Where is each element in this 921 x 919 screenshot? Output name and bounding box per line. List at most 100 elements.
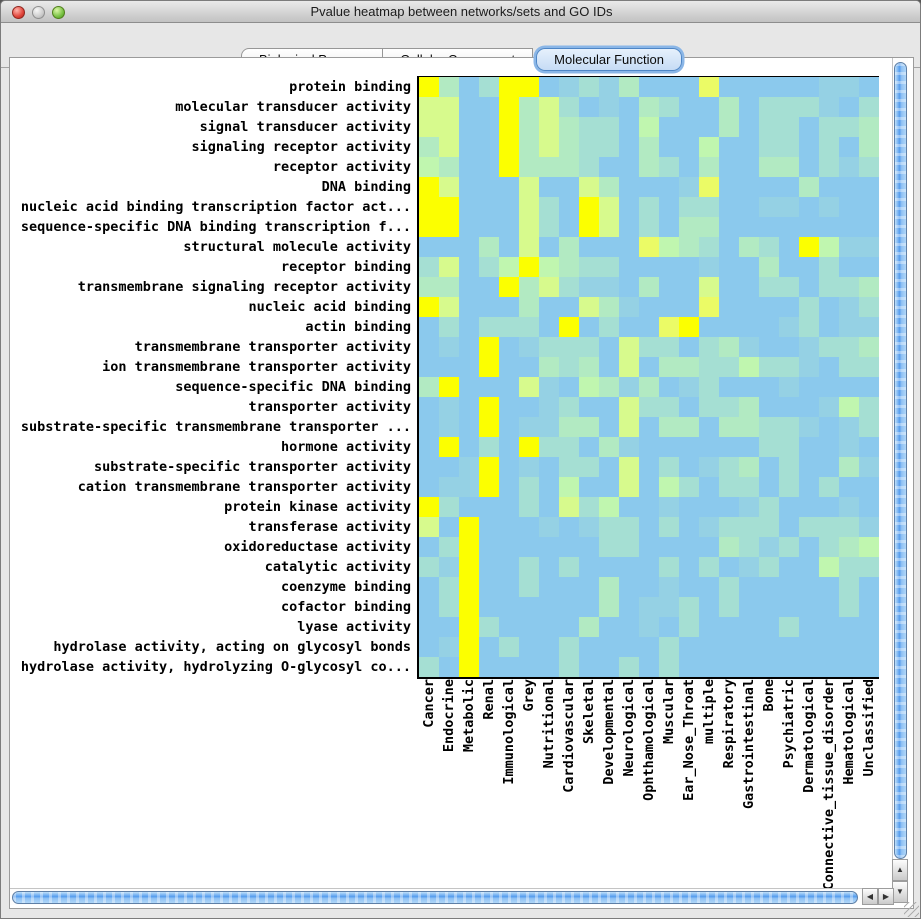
heatmap-grid — [419, 77, 879, 677]
heatmap-cell — [759, 337, 779, 357]
heatmap-cell — [819, 477, 839, 497]
heatmap-cell — [679, 357, 699, 377]
heatmap-cell — [779, 417, 799, 437]
title-bar[interactable]: Pvalue heatmap between networks/sets and… — [1, 1, 920, 23]
heatmap-cell — [699, 617, 719, 637]
heatmap-cell — [799, 297, 819, 317]
heatmap-cell — [779, 497, 799, 517]
heatmap-cell — [699, 317, 719, 337]
heatmap-cell — [419, 597, 439, 617]
heatmap-cell — [459, 497, 479, 517]
heatmap-cell — [859, 597, 879, 617]
heatmap-cell — [679, 417, 699, 437]
row-label: nucleic acid binding — [248, 299, 411, 315]
heatmap-cell — [479, 437, 499, 457]
heatmap-cell — [459, 657, 479, 677]
row-label: transmembrane transporter activity — [134, 339, 411, 355]
heatmap-cell — [739, 177, 759, 197]
horizontal-scrollbar-thumb[interactable] — [12, 891, 858, 904]
resize-grip-icon[interactable] — [904, 902, 919, 917]
heatmap-cell — [759, 497, 779, 517]
heatmap-cell — [539, 177, 559, 197]
heatmap-cell — [659, 397, 679, 417]
heatmap-cell — [719, 177, 739, 197]
heatmap-cell — [699, 657, 719, 677]
col-label: Unclassified — [861, 679, 877, 777]
heatmap-cell — [419, 237, 439, 257]
heatmap-cell — [719, 357, 739, 377]
tab-molecular-function[interactable]: Molecular Function — [536, 48, 682, 71]
vertical-scrollbar[interactable] — [892, 58, 908, 903]
row-label: ion transmembrane transporter activity — [102, 359, 411, 375]
heatmap-cell — [419, 657, 439, 677]
heatmap-cell — [439, 297, 459, 317]
heatmap-cell — [499, 177, 519, 197]
heatmap-cell — [739, 297, 759, 317]
heatmap-cell — [659, 557, 679, 577]
heatmap-cell — [539, 297, 559, 317]
heatmap-cell — [639, 357, 659, 377]
heatmap-cell — [759, 517, 779, 537]
heatmap-cell — [779, 217, 799, 237]
close-button[interactable] — [12, 6, 25, 19]
row-label: substrate-specific transmembrane transpo… — [20, 419, 411, 435]
heatmap-cell — [839, 217, 859, 237]
heatmap-cell — [819, 257, 839, 277]
heatmap-cell — [819, 637, 839, 657]
heatmap-cell — [619, 177, 639, 197]
heatmap-cell — [839, 377, 859, 397]
heatmap-cell — [759, 97, 779, 117]
horizontal-scrollbar[interactable] — [10, 888, 862, 905]
heatmap-cell — [699, 197, 719, 217]
heatmap-cell — [779, 617, 799, 637]
heatmap-cell — [799, 237, 819, 257]
heatmap-cell — [719, 637, 739, 657]
heatmap-cell — [659, 97, 679, 117]
heatmap-cell — [819, 117, 839, 137]
heatmap-cell — [419, 217, 439, 237]
zoom-button[interactable] — [52, 6, 65, 19]
heatmap-cell — [719, 597, 739, 617]
heatmap-cell — [859, 557, 879, 577]
heatmap-cell — [619, 237, 639, 257]
heatmap-cell — [519, 97, 539, 117]
heatmap-cell — [619, 537, 639, 557]
heatmap-cell — [459, 237, 479, 257]
heatmap-cell — [599, 417, 619, 437]
heatmap-cell — [579, 357, 599, 377]
heatmap-cell — [479, 617, 499, 637]
heatmap-cell — [419, 517, 439, 537]
vertical-scrollbar-thumb[interactable] — [894, 62, 907, 859]
scroll-right-button[interactable]: ▶ — [878, 888, 894, 905]
heatmap-cell — [539, 197, 559, 217]
heatmap-cell — [819, 317, 839, 337]
heatmap-cell — [579, 177, 599, 197]
heatmap-cell — [419, 297, 439, 317]
heatmap-cell — [679, 377, 699, 397]
heatmap-cell — [819, 597, 839, 617]
heatmap-cell — [819, 77, 839, 97]
heatmap-cell — [559, 477, 579, 497]
minimize-button[interactable] — [32, 6, 45, 19]
scroll-down-button[interactable]: ▼ — [892, 881, 908, 903]
heatmap-cell — [539, 477, 559, 497]
heatmap-cell — [579, 417, 599, 437]
heatmap-cell — [859, 657, 879, 677]
heatmap-cell — [499, 237, 519, 257]
scroll-left-button[interactable]: ◀ — [862, 888, 878, 905]
heatmap-cell — [579, 77, 599, 97]
heatmap-cell — [619, 357, 639, 377]
heatmap-cell — [439, 597, 459, 617]
heatmap-cell — [639, 137, 659, 157]
heatmap-cell — [759, 557, 779, 577]
heatmap-cell — [819, 497, 839, 517]
heatmap-cell — [559, 217, 579, 237]
heatmap-cell — [639, 377, 659, 397]
heatmap-cell — [699, 97, 719, 117]
heatmap-cell — [739, 197, 759, 217]
row-label: actin binding — [305, 319, 411, 335]
heatmap-cell — [779, 197, 799, 217]
heatmap-cell — [659, 477, 679, 497]
scroll-up-button[interactable]: ▲ — [892, 859, 908, 881]
heatmap-cell — [779, 397, 799, 417]
